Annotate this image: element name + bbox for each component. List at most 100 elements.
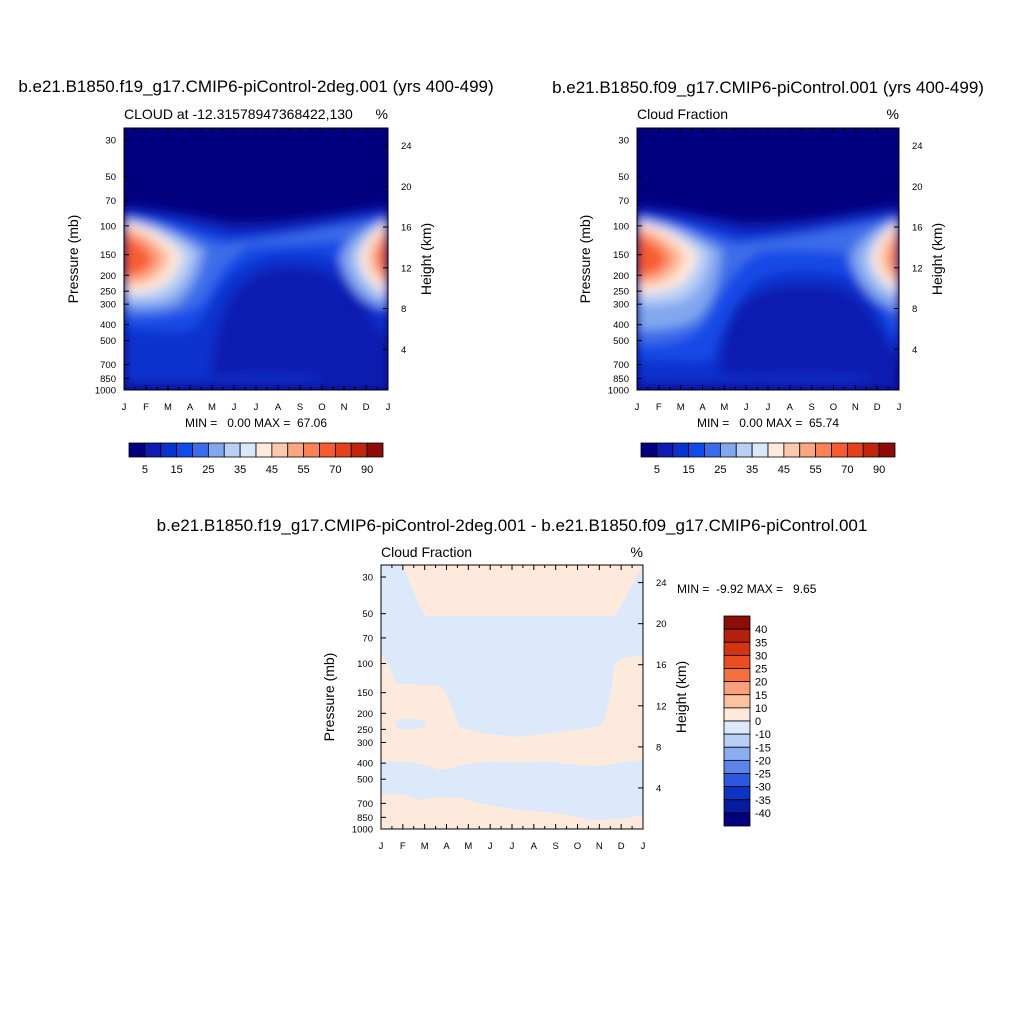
colorbar-label: 25	[202, 464, 214, 476]
colorbar-box	[160, 442, 178, 458]
month-tick-label: J	[744, 402, 749, 413]
pressure-tick-label: 250	[357, 725, 373, 736]
height-tick-label: 16	[656, 660, 667, 671]
height-tick-label: 20	[401, 182, 412, 193]
colorbar-label: 5	[142, 464, 148, 476]
month-tick-label: M	[720, 402, 728, 413]
pressure-tick-label: 400	[357, 759, 373, 770]
panel-c-field	[381, 565, 643, 829]
month-tick-label: J	[488, 841, 493, 852]
height-tick-label: 20	[656, 619, 667, 630]
pressure-tick-label: 300	[357, 738, 373, 749]
colorbar-box	[128, 442, 146, 458]
colorbar-label: 10	[755, 703, 767, 715]
month-tick-label: M	[164, 402, 172, 413]
colorbar-box	[799, 442, 817, 458]
month-tick-label: J	[386, 402, 391, 413]
month-tick-label: O	[318, 402, 325, 413]
month-tick-label: N	[852, 402, 859, 413]
colorbar-box	[723, 799, 751, 814]
height-tick-label: 8	[656, 742, 661, 753]
colorbar-box	[207, 442, 225, 458]
height-tick-label: 4	[912, 345, 917, 356]
colorbar-label: 5	[654, 464, 660, 476]
pressure-tick-label: 100	[613, 221, 629, 232]
colorbar-box	[334, 442, 352, 458]
pressure-tick-label: 400	[100, 320, 116, 331]
month-tick-label: M	[421, 841, 429, 852]
pressure-tick-label: 200	[357, 709, 373, 720]
pressure-tick-label: 70	[105, 196, 116, 207]
colorbar-label: -35	[755, 795, 771, 807]
month-tick-label: J	[232, 402, 237, 413]
pressure-tick-label: 400	[613, 320, 629, 331]
month-tick-label: J	[641, 841, 646, 852]
panel-a: b.e21.B1850.f19_g17.CMIP6-piControl-2deg…	[18, 77, 493, 476]
panel-c: b.e21.B1850.f19_g17.CMIP6-piControl-2deg…	[157, 516, 868, 852]
month-tick-label: J	[510, 841, 515, 852]
panel-b-colorbar: 5 15 25 35 45 55 70 90	[640, 442, 896, 476]
month-tick-label: S	[552, 841, 558, 852]
panel-a-title: b.e21.B1850.f19_g17.CMIP6-piControl-2deg…	[18, 77, 493, 96]
panel-b: b.e21.B1850.f09_g17.CMIP6-piControl.001 …	[552, 78, 984, 476]
colorbar-label: 15	[171, 464, 183, 476]
colorbar-box	[319, 442, 336, 458]
pressure-tick-label: 850	[357, 813, 373, 824]
panel-b-minmax: MIN = 0.00 MAX = 65.74	[697, 416, 839, 430]
panel-b-title: b.e21.B1850.f09_g17.CMIP6-piControl.001 …	[552, 78, 984, 97]
colorbar-label: 35	[234, 464, 246, 476]
pressure-tick-label: 30	[105, 136, 116, 147]
colorbar-label: 45	[266, 464, 278, 476]
height-tick-label: 4	[401, 345, 406, 356]
colorbar-box	[723, 720, 751, 735]
height-tick-label: 24	[401, 141, 412, 152]
colorbar-label: 0	[755, 716, 761, 728]
month-tick-label: J	[635, 402, 640, 413]
colorbar-label: -20	[755, 755, 771, 767]
panel-a-colorbar: 5 15 25 35 45 55 70 90	[128, 442, 384, 476]
colorbar-box	[767, 442, 785, 458]
month-tick-label: A	[531, 841, 538, 852]
colorbar-box	[287, 442, 305, 458]
pressure-tick-label: 300	[100, 300, 116, 311]
pressure-tick-label: 100	[100, 221, 116, 232]
month-tick-label: A	[187, 402, 194, 413]
colorbar-box	[704, 442, 721, 458]
colorbar-box	[878, 442, 896, 458]
colorbar-label: -40	[755, 808, 771, 820]
colorbar-label: -10	[755, 729, 771, 741]
month-tick-label: D	[363, 402, 370, 413]
panel-c-left-label: Cloud Fraction	[381, 544, 472, 560]
height-tick-label: 20	[912, 182, 923, 193]
panel-c-minmax: MIN = -9.92 MAX = 9.65	[677, 582, 817, 596]
colorbar-box	[723, 786, 751, 801]
colorbar-label: 70	[329, 464, 341, 476]
panel-b-ylabel-right: Height (km)	[929, 223, 945, 295]
pressure-tick-label: 30	[618, 136, 629, 147]
colorbar-label: 55	[298, 464, 310, 476]
panel-a-field	[124, 128, 388, 390]
colorbar-box	[192, 442, 209, 458]
pressure-tick-label: 500	[357, 775, 373, 786]
colorbar-box	[783, 442, 801, 458]
colorbar-box	[723, 668, 751, 683]
panel-b-left-label: Cloud Fraction	[637, 106, 728, 122]
month-tick-label: J	[897, 402, 902, 413]
month-tick-label: D	[618, 841, 625, 852]
month-tick-label: M	[208, 402, 216, 413]
colorbar-box	[366, 442, 384, 458]
pressure-tick-label: 850	[613, 374, 629, 385]
height-tick-label: 12	[401, 263, 412, 274]
pressure-tick-label: 50	[362, 609, 373, 620]
colorbar-label: 15	[683, 464, 695, 476]
pressure-tick-label: 1000	[352, 825, 373, 836]
panel-c-ylabel-right: Height (km)	[673, 661, 689, 733]
month-tick-label: S	[297, 402, 303, 413]
colorbar-box	[640, 442, 658, 458]
panel-c-ylabel: Pressure (mb)	[321, 653, 337, 742]
panel-b-ylabel: Pressure (mb)	[577, 215, 593, 304]
colorbar-box	[271, 442, 289, 458]
colorbar-label: -15	[755, 742, 771, 754]
